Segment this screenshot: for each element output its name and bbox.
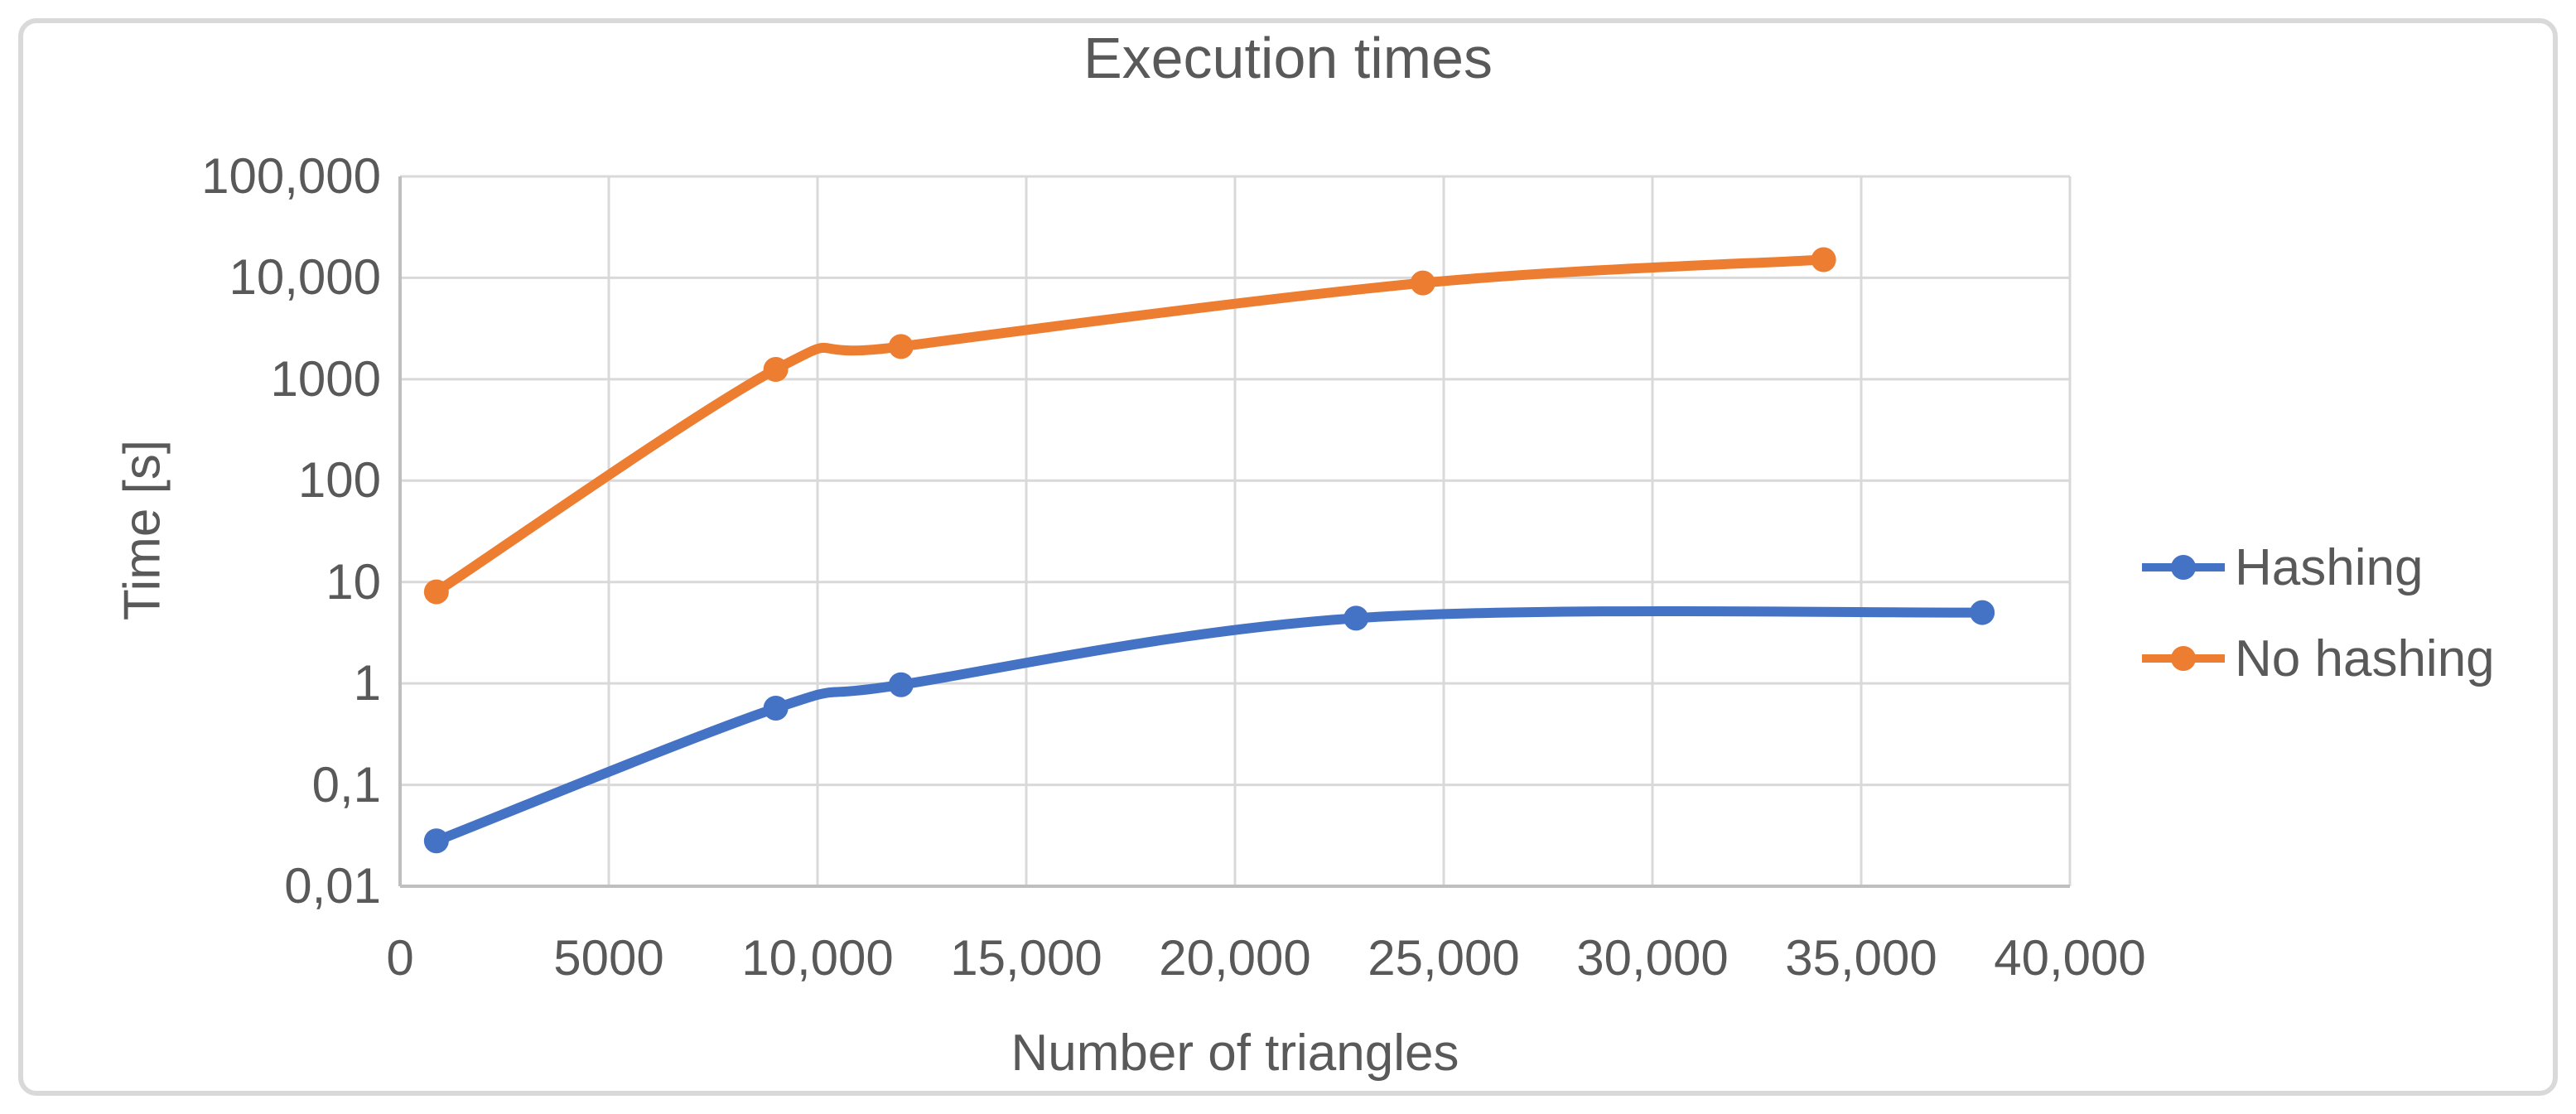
data-point-hashing xyxy=(763,696,789,721)
x-tick-label: 5000 xyxy=(553,930,664,986)
legend-entry-no-hashing: No hashing xyxy=(2142,625,2495,692)
y-tick-label: 0,1 xyxy=(311,756,381,813)
data-point-no-hashing xyxy=(763,356,789,382)
series-line-hashing xyxy=(431,605,1988,846)
y-tick-label: 10 xyxy=(326,553,381,610)
data-point-no-hashing xyxy=(1410,270,1435,296)
data-point-no-hashing xyxy=(1811,247,1836,272)
data-point-hashing xyxy=(888,672,914,697)
y-tick-label: 100,000 xyxy=(201,148,381,204)
series-line-no-hashing xyxy=(431,254,1829,597)
data-point-hashing xyxy=(1970,600,1995,625)
legend-label-hashing: Hashing xyxy=(2235,538,2424,596)
y-tick-label: 10,000 xyxy=(229,249,381,306)
x-tick-label: 20,000 xyxy=(1159,930,1311,986)
x-tick-label: 15,000 xyxy=(950,930,1102,986)
x-tick-label: 35,000 xyxy=(1785,930,1937,986)
y-tick-label: 0,01 xyxy=(284,858,381,914)
legend-label-no-hashing: No hashing xyxy=(2235,629,2495,687)
data-point-hashing xyxy=(423,828,449,854)
legend: Hashing No hashing xyxy=(2142,534,2495,692)
x-tick-label: 40,000 xyxy=(1994,930,2146,986)
data-point-no-hashing xyxy=(888,334,914,359)
data-point-no-hashing xyxy=(423,579,449,605)
x-tick-label: 0 xyxy=(386,930,414,986)
legend-entry-hashing: Hashing xyxy=(2142,534,2495,600)
y-tick-label: 100 xyxy=(297,452,381,509)
data-point-hashing xyxy=(1343,605,1369,631)
x-axis-title: Number of triangles xyxy=(1011,1025,1459,1082)
y-tick-label: 1 xyxy=(353,655,381,711)
legend-line-marker-hashing xyxy=(2142,555,2225,580)
x-tick-label: 30,000 xyxy=(1576,930,1729,986)
y-tick-label: 1000 xyxy=(270,350,381,407)
chart-title: Execution times xyxy=(1083,26,1493,90)
x-tick-label: 10,000 xyxy=(741,930,894,986)
chart-frame-border xyxy=(18,18,2558,1096)
legend-line-marker-no-hashing xyxy=(2142,646,2225,671)
x-tick-label: 25,000 xyxy=(1368,930,1520,986)
